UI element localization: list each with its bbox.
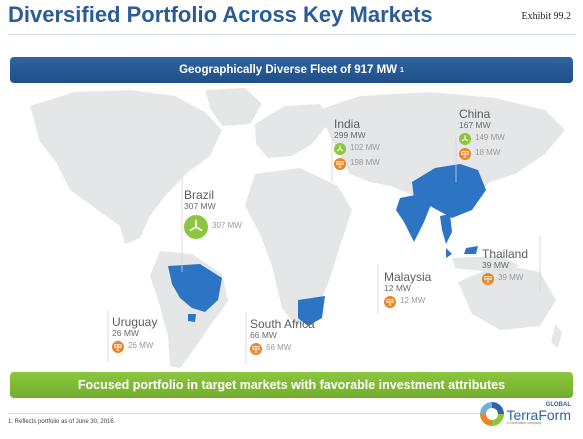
market-brazil: Brazil 307 MW 307 MW	[184, 189, 242, 239]
solar-panel-icon	[459, 147, 471, 160]
market-name: Uruguay	[112, 315, 158, 329]
fleet-banner-text: Geographically Diverse Fleet of 917 MW	[179, 64, 398, 76]
logo-subtext: a SunEdison company	[506, 421, 542, 426]
country-malaysia	[446, 246, 478, 258]
wind-capacity-row: 102 MW	[334, 142, 380, 155]
country-brazil	[168, 264, 222, 312]
market-total: 299 MW	[334, 129, 366, 140]
solar-capacity-row: 39 MW	[482, 272, 528, 285]
market-china: China 167 MW 149 MW 18 MW	[459, 108, 505, 160]
investment-banner-text: Focused portfolio in target markets with…	[77, 378, 506, 392]
header-divider	[8, 34, 575, 35]
solar-capacity-row: 18 MW	[459, 147, 505, 160]
world-map	[30, 88, 565, 368]
wind-capacity-row: 149 MW	[459, 132, 505, 145]
solar-capacity-row: 198 MW	[334, 157, 380, 170]
solar-panel-icon	[250, 342, 262, 355]
market-name: China	[459, 107, 491, 121]
market-thailand: Thailand 39 MW 39 MW	[482, 248, 528, 285]
footnote-marker: 1	[400, 66, 404, 74]
market-south-africa: South Africa 66 MW 66 MW	[250, 318, 315, 355]
market-name: Thailand	[482, 247, 529, 261]
market-name: India	[334, 117, 361, 131]
country-china	[412, 164, 486, 218]
country-thailand	[440, 214, 452, 244]
market-name: Brazil	[184, 188, 215, 202]
market-total: 26 MW	[112, 327, 139, 338]
investment-banner: Focused portfolio in target markets with…	[10, 372, 573, 398]
country-india	[396, 194, 432, 242]
wind-turbine-icon	[184, 214, 208, 239]
wind-turbine-icon	[334, 142, 346, 155]
market-uruguay: Uruguay 26 MW 26 MW	[112, 316, 157, 353]
logo-tag: GLOBAL	[545, 402, 571, 409]
wind-capacity: 307 MW	[212, 221, 242, 231]
solar-capacity-row: 66 MW	[250, 342, 315, 355]
fleet-banner: Geographically Diverse Fleet of 917 MW 1	[10, 57, 573, 83]
market-india: India 299 MW 102 MW 198 MW	[334, 118, 380, 170]
footer-divider	[8, 413, 501, 414]
page-title: Diversified Portfolio Across Key Markets	[8, 2, 433, 27]
solar-capacity: 12 MW	[400, 296, 426, 306]
wind-capacity: 149 MW	[475, 133, 505, 143]
solar-panel-icon	[482, 272, 494, 285]
solar-capacity-row: 26 MW	[112, 340, 157, 353]
solar-capacity: 66 MW	[266, 343, 292, 353]
solar-panel-icon	[334, 157, 346, 170]
market-total: 167 MW	[459, 119, 491, 130]
market-name: Malaysia	[384, 270, 432, 284]
solar-panel-icon	[384, 295, 396, 308]
exhibit-label: Exhibit 99.2	[521, 11, 571, 22]
market-total: 66 MW	[250, 329, 277, 340]
country-uruguay	[188, 314, 196, 322]
country-south-africa	[298, 296, 325, 326]
globe-logo-icon	[480, 402, 505, 426]
solar-capacity: 198 MW	[350, 158, 380, 168]
wind-capacity-row: 307 MW	[184, 214, 242, 239]
market-total: 307 MW	[184, 200, 216, 211]
market-name: South Africa	[250, 317, 315, 331]
market-total: 12 MW	[384, 282, 411, 293]
terraform-logo: GLOBAL TerraForm a SunEdison company	[480, 402, 571, 426]
logo-text: TerraForm	[506, 407, 571, 424]
solar-capacity-row: 12 MW	[384, 295, 431, 308]
solar-capacity: 39 MW	[498, 273, 524, 283]
wind-capacity: 102 MW	[350, 143, 380, 153]
solar-capacity: 18 MW	[475, 148, 501, 158]
market-malaysia: Malaysia 12 MW 12 MW	[384, 271, 431, 308]
wind-turbine-icon	[459, 132, 471, 145]
solar-capacity: 26 MW	[128, 341, 154, 351]
solar-panel-icon	[112, 340, 124, 353]
market-total: 39 MW	[482, 259, 509, 270]
footnote: 1. Reflects portfolio as of June 30, 201…	[8, 419, 116, 425]
